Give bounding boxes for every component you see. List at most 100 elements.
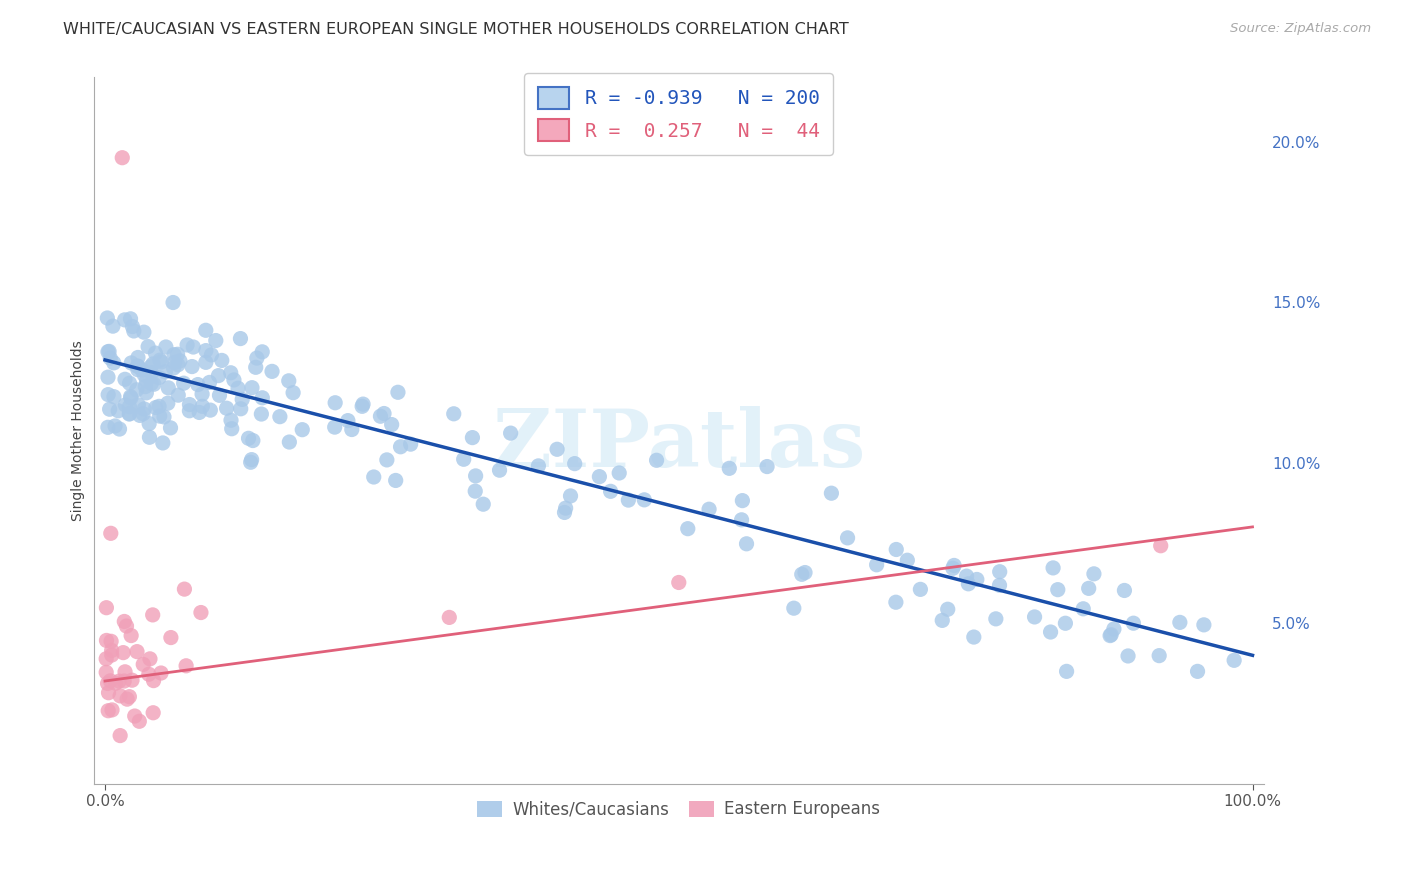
Point: [352, 397, 374, 411]
Point: [1039, 625, 1062, 640]
Point: [138, 430, 160, 444]
Point: [114, 313, 136, 327]
Point: [194, 323, 217, 337]
Point: [112, 615, 135, 629]
Point: [222, 373, 245, 387]
Point: [112, 646, 135, 660]
Point: [242, 434, 264, 448]
Point: [910, 582, 932, 597]
Point: [176, 338, 198, 352]
Point: [120, 356, 142, 370]
Point: [121, 673, 143, 688]
Point: [174, 658, 197, 673]
Point: [124, 709, 146, 723]
Point: [103, 356, 125, 370]
Point: [134, 401, 156, 416]
Point: [167, 358, 190, 372]
Point: [141, 376, 163, 391]
Point: [139, 652, 162, 666]
Point: [245, 360, 267, 375]
Point: [101, 319, 124, 334]
Point: [114, 372, 136, 386]
Point: [443, 407, 465, 421]
Point: [260, 364, 283, 378]
Point: [155, 365, 177, 379]
Point: [118, 376, 141, 391]
Point: [145, 346, 167, 360]
Point: [120, 390, 142, 404]
Point: [336, 414, 359, 428]
Point: [118, 690, 141, 704]
Point: [884, 595, 907, 609]
Legend: Whites/Caucasians, Eastern Europeans: Whites/Caucasians, Eastern Europeans: [471, 794, 887, 825]
Point: [226, 381, 249, 395]
Point: [229, 401, 252, 416]
Point: [162, 361, 184, 376]
Point: [607, 466, 630, 480]
Point: [173, 376, 195, 391]
Point: [162, 295, 184, 310]
Point: [668, 575, 690, 590]
Point: [988, 578, 1011, 592]
Point: [564, 457, 586, 471]
Point: [231, 392, 253, 407]
Point: [820, 486, 842, 500]
Point: [100, 634, 122, 648]
Point: [370, 409, 392, 424]
Point: [149, 353, 172, 368]
Point: [1083, 566, 1105, 581]
Point: [150, 355, 173, 369]
Point: [453, 452, 475, 467]
Point: [114, 398, 136, 412]
Point: [676, 522, 699, 536]
Point: [138, 667, 160, 681]
Point: [108, 689, 131, 703]
Point: [204, 334, 226, 348]
Point: [142, 357, 165, 371]
Point: [163, 355, 186, 369]
Point: [1042, 561, 1064, 575]
Point: [865, 558, 887, 572]
Point: [166, 347, 188, 361]
Point: [134, 368, 156, 382]
Point: [936, 602, 959, 616]
Point: [957, 576, 980, 591]
Point: [98, 402, 121, 417]
Point: [730, 513, 752, 527]
Point: [136, 340, 159, 354]
Point: [461, 431, 484, 445]
Point: [238, 431, 260, 445]
Point: [1077, 582, 1099, 596]
Point: [599, 484, 621, 499]
Point: [211, 353, 233, 368]
Point: [384, 474, 406, 488]
Point: [246, 351, 269, 365]
Point: [240, 452, 263, 467]
Point: [142, 706, 165, 720]
Point: [163, 348, 186, 362]
Point: [101, 703, 124, 717]
Point: [122, 324, 145, 338]
Point: [363, 470, 385, 484]
Point: [194, 355, 217, 369]
Point: [200, 403, 222, 417]
Point: [645, 453, 668, 467]
Point: [1056, 665, 1078, 679]
Point: [104, 676, 127, 690]
Point: [115, 692, 138, 706]
Point: [96, 665, 118, 680]
Point: [187, 377, 209, 392]
Point: [1192, 617, 1215, 632]
Point: [157, 381, 180, 395]
Point: [1099, 629, 1122, 643]
Point: [208, 388, 231, 402]
Point: [125, 383, 148, 397]
Point: [118, 407, 141, 421]
Point: [96, 600, 118, 615]
Point: [735, 537, 758, 551]
Point: [488, 463, 510, 477]
Point: [291, 423, 314, 437]
Point: [131, 363, 153, 377]
Point: [464, 484, 486, 499]
Point: [97, 344, 120, 359]
